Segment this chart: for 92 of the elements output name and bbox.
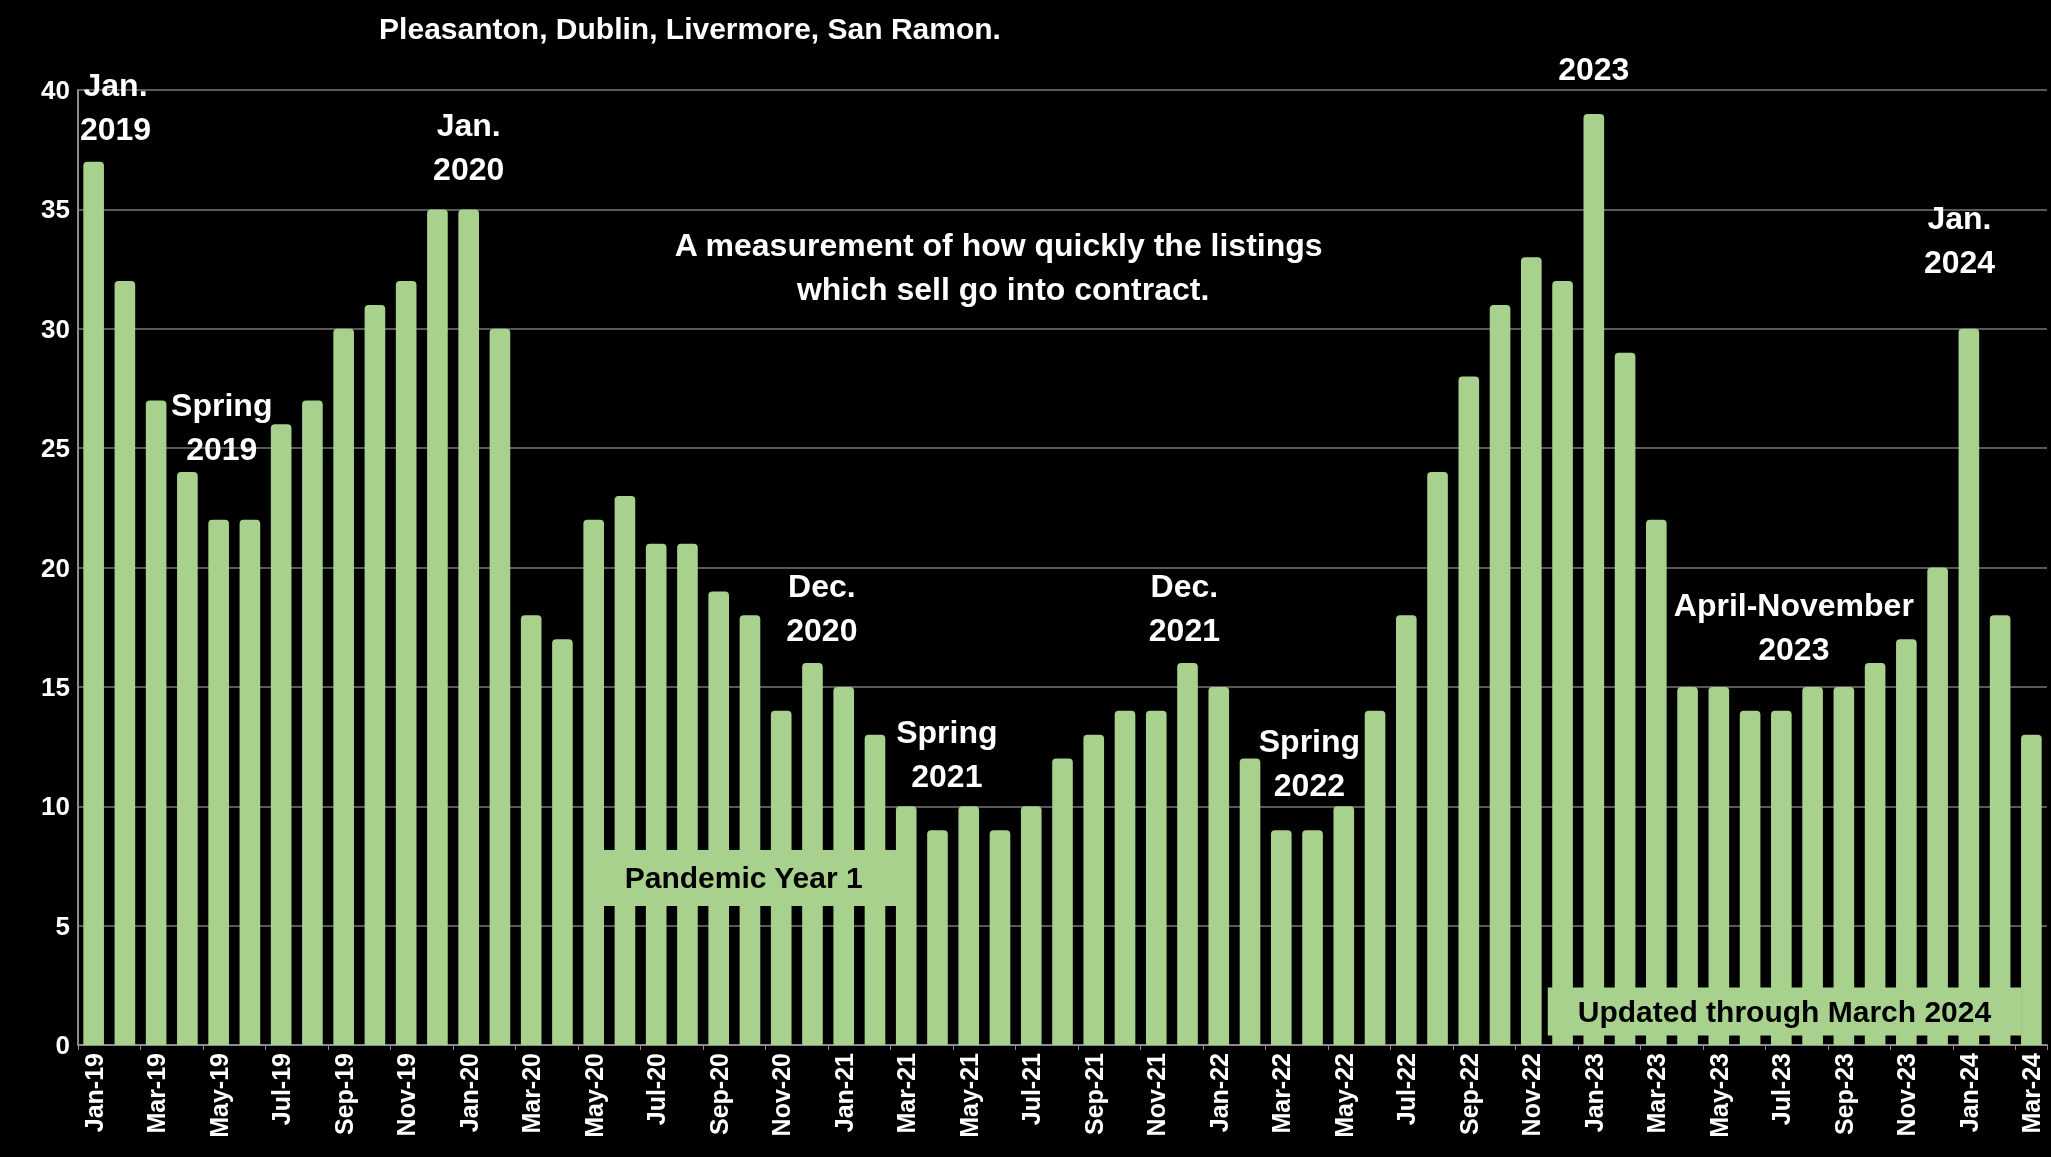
x-tick-label: May-21 <box>954 1052 983 1138</box>
annotation: Jan. 2024 <box>1923 200 1996 281</box>
bar <box>1052 758 1073 1045</box>
x-tick-label: May-23 <box>1704 1053 1733 1138</box>
bar <box>989 830 1011 1045</box>
y-tick-label: 40 <box>41 75 70 105</box>
x-tick-label: Sep-22 <box>1454 1053 1483 1135</box>
annotation: Spring 2022 <box>1258 723 1361 804</box>
x-tick-label: Sep-21 <box>1079 1052 1108 1135</box>
x-tick-label: Jan-23 <box>1579 1053 1608 1133</box>
bar <box>1083 734 1105 1045</box>
annotation: 2023 <box>1758 631 1830 668</box>
x-tick-label: May-22 <box>1329 1053 1358 1138</box>
x-tick-label: Mar-20 <box>517 1053 546 1134</box>
bar <box>1333 806 1355 1045</box>
bar <box>1145 710 1167 1045</box>
x-tick-label: Jan-24 <box>1954 1052 1983 1133</box>
y-tick-label: 30 <box>41 313 70 344</box>
x-tick-label: Mar-19 <box>142 1053 171 1134</box>
chart-subtitle: Pleasanton, Dublin, Livermore, San Ramon. <box>379 11 1001 45</box>
x-tick-label: Sep-19 <box>329 1053 358 1135</box>
bar <box>208 519 229 1045</box>
x-tick-label: Nov-21 <box>1142 1052 1171 1137</box>
bar <box>1427 472 1448 1045</box>
x-tick-label: Nov-19 <box>392 1053 421 1137</box>
x-tick-label: Nov-23 <box>1892 1053 1921 1137</box>
x-tick-label: Jan-21 <box>829 1052 858 1133</box>
bar <box>1208 686 1230 1045</box>
annotation: Spring 2019 <box>171 386 273 467</box>
x-tick-label: Sep-23 <box>1829 1053 1858 1135</box>
annotation: Dec. 2020 <box>786 568 858 649</box>
x-tick-label: May-19 <box>204 1053 233 1138</box>
bar <box>114 281 136 1045</box>
x-tick-label: Mar-24 <box>2017 1052 2046 1134</box>
annotation: Jan. 2020 <box>433 107 505 188</box>
x-tick-label: Jul-21 <box>1017 1052 1046 1126</box>
annotation: A measurement of how quickly the listings which sell go into contract. <box>674 226 1332 307</box>
bar <box>1020 806 1042 1045</box>
bar <box>145 400 167 1045</box>
annotation: Spring 2021 <box>896 713 998 794</box>
bar <box>1395 615 1417 1045</box>
x-tick-label: Sep-20 <box>704 1053 733 1135</box>
bar <box>520 615 542 1045</box>
bar <box>958 806 980 1045</box>
bar <box>1458 376 1480 1045</box>
x-tick-label: Jan-20 <box>454 1053 483 1133</box>
bar <box>364 304 386 1045</box>
text: April-November <box>1673 587 1914 624</box>
y-tick-label: 0 <box>55 1030 70 1060</box>
bar <box>1489 304 1511 1045</box>
bar <box>1521 257 1542 1045</box>
x-tick-label: Jul-20 <box>642 1053 671 1126</box>
x-tick-label: Jul-22 <box>1392 1053 1421 1126</box>
bar <box>1177 663 1198 1045</box>
x-tick-label: Mar-21 <box>892 1052 921 1134</box>
bar <box>1239 758 1261 1045</box>
y-tick-label: 10 <box>41 791 70 822</box>
y-tick-label: 25 <box>41 433 70 464</box>
bar <box>427 209 448 1045</box>
bar <box>333 328 354 1045</box>
x-tick-label: Jan-22 <box>1204 1053 1233 1133</box>
bar <box>489 328 511 1045</box>
annotation: Pandemic Year 1 <box>624 861 863 895</box>
x-tick-label: Jan-19 <box>79 1053 108 1133</box>
x-tick-label: Mar-23 <box>1642 1053 1671 1134</box>
bar <box>270 424 292 1045</box>
text: 2023 <box>1558 50 1630 87</box>
bar <box>395 281 417 1045</box>
bar <box>458 209 479 1045</box>
x-tick-label: Nov-20 <box>767 1053 796 1137</box>
x-tick-label: Jul-19 <box>267 1053 296 1126</box>
bar <box>1302 830 1323 1045</box>
y-tick-label: 5 <box>55 910 70 941</box>
bar <box>177 472 198 1045</box>
bar <box>1364 710 1386 1045</box>
bar <box>239 519 261 1045</box>
annotation: Dec. 2021 <box>1148 568 1220 649</box>
annotation: Jan. 2019 <box>79 66 152 147</box>
x-tick-label: May-20 <box>579 1053 608 1138</box>
x-tick-label: Mar-22 <box>1267 1053 1296 1134</box>
annotation: Updated through March 2024 <box>1577 995 1992 1029</box>
y-tick-label: 20 <box>41 552 70 583</box>
x-tick-label: Jul-23 <box>1767 1053 1796 1126</box>
bar <box>552 639 573 1045</box>
x-tick-label: Nov-22 <box>1517 1053 1546 1137</box>
bar <box>1114 710 1136 1045</box>
bar <box>83 161 104 1045</box>
y-tick-label: 15 <box>41 671 70 702</box>
y-tick-label: 35 <box>41 194 70 225</box>
bar <box>927 830 948 1045</box>
bar <box>302 400 323 1045</box>
bar <box>1270 830 1292 1045</box>
